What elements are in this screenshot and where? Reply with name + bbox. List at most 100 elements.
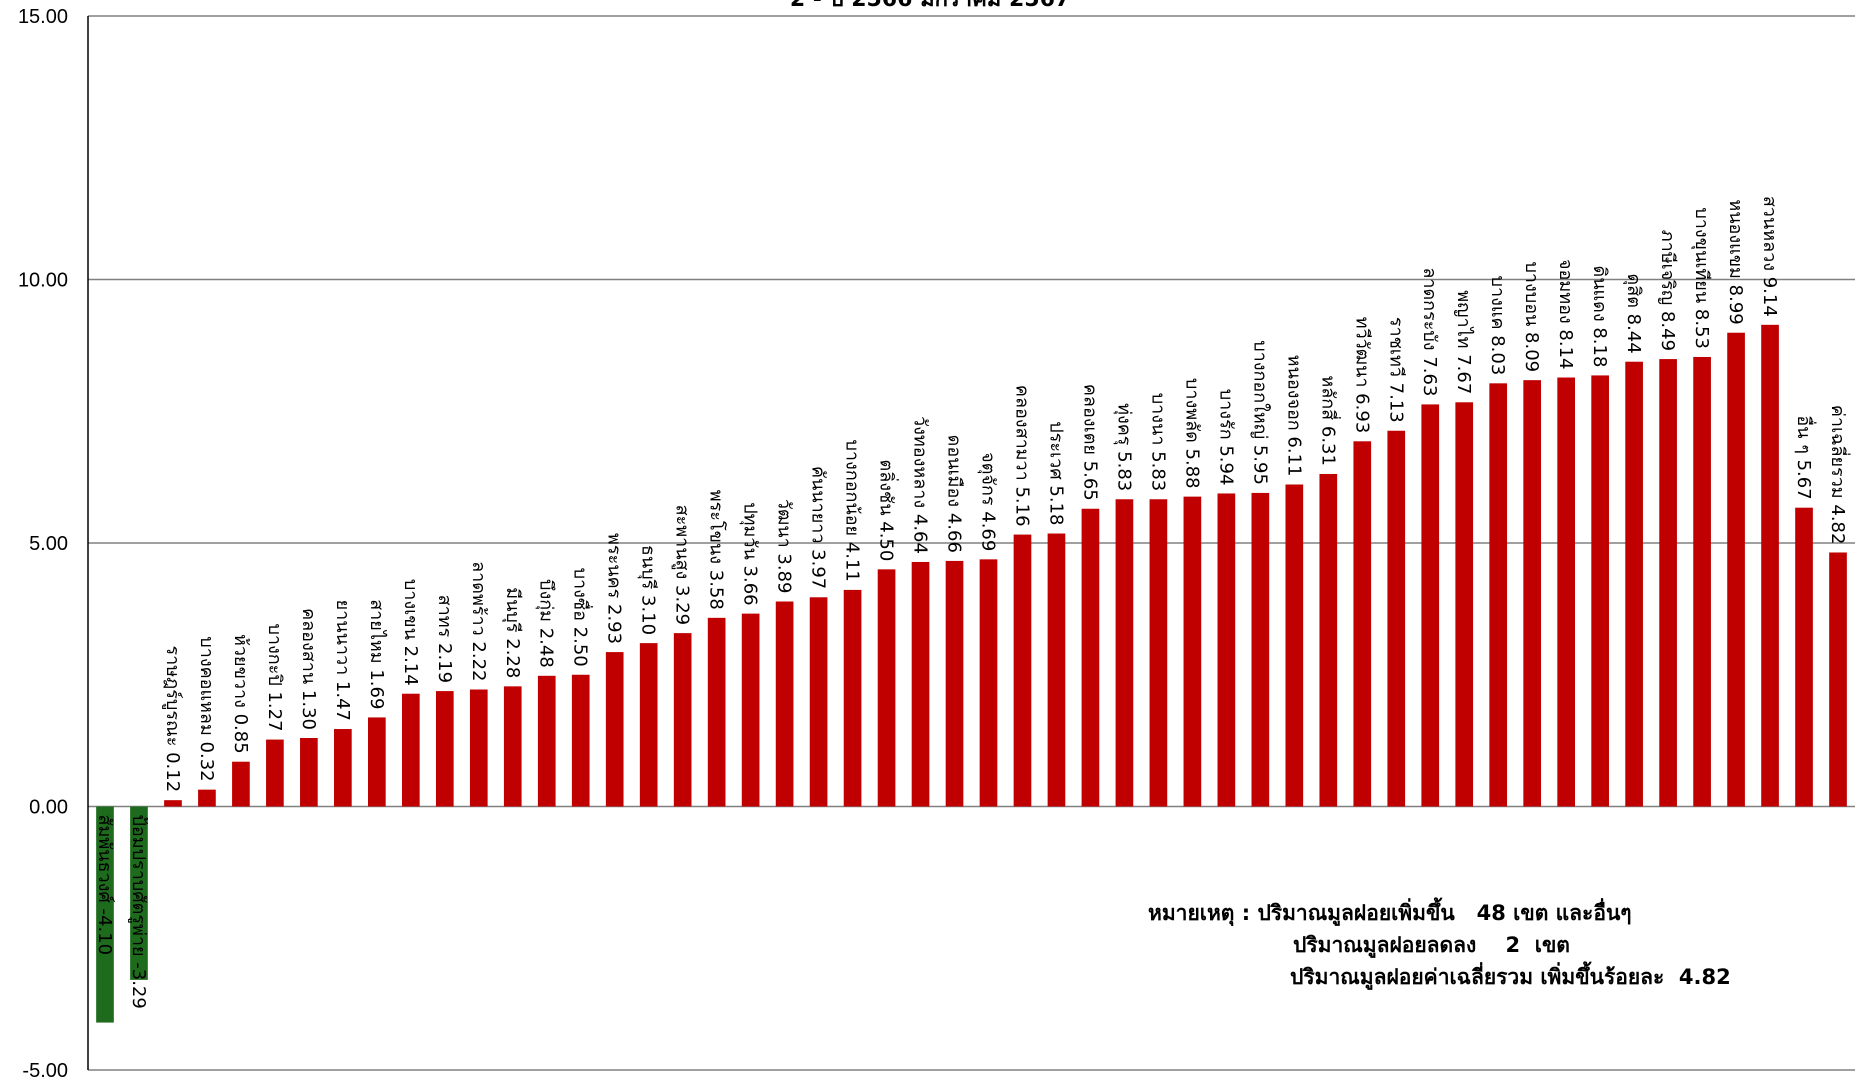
bar-data-label: สวนหลวง 9.14 (1759, 196, 1780, 317)
bar-data-label: พระโขนง 3.58 (706, 490, 728, 610)
bar-data-label: ปทุมวัน 3.66 (740, 502, 761, 605)
bar (843, 589, 862, 807)
bar-data-label: ค่าเฉลี่ยรวม 4.82 (1827, 405, 1851, 545)
bar-data-label: บางแค 8.03 (1487, 276, 1508, 376)
bar (1081, 508, 1100, 807)
bar (605, 652, 624, 807)
bar (1557, 377, 1575, 807)
bar-data-label: ธนบุรี 3.10 (638, 545, 659, 635)
bar (1183, 496, 1202, 807)
y-tick-label: 5.00 (29, 533, 68, 555)
bar (334, 729, 352, 807)
note-line-2: ปริมาณมูลฝอยลดลง 2 เขต (1293, 933, 1570, 957)
bar (775, 601, 794, 807)
bar-data-label: บางกะปิ 1.27 (264, 623, 285, 731)
bar-data-label: สาทร 2.19 (434, 595, 455, 683)
bar (1115, 499, 1134, 807)
bar (1353, 441, 1372, 807)
bar-data-label: ดุสิต 8.44 (1623, 274, 1644, 354)
bar (198, 789, 216, 807)
bar-data-label: คลองเตย 5.65 (1079, 384, 1100, 501)
bar (1727, 332, 1745, 807)
bar (130, 806, 148, 980)
bar (1625, 361, 1643, 807)
bar-data-label: คันนายาว 3.97 (808, 466, 829, 589)
bar (809, 597, 828, 807)
bar-data-label: บางรัก 5.94 (1215, 389, 1236, 486)
bar (1421, 404, 1440, 807)
y-axis: -5.00 0.00 5.00 10.00 15.00 (18, 6, 89, 1082)
y-tick-label: -5.00 (22, 1060, 68, 1082)
bar-data-label: วัฒนา 3.89 (774, 499, 795, 594)
bar-data-label: บางคอแหลม 0.32 (196, 636, 217, 781)
bar-data-label: ราษฎร์บูรณะ 0.12 (162, 646, 183, 793)
bar (537, 675, 556, 807)
bar (911, 561, 930, 807)
bar-labels: สัมพันธวงศ์ -4.10 ป้อมปราบศัตรูพ่าย -3.29… (94, 196, 1851, 1009)
bars (96, 324, 1847, 1023)
bar (1013, 534, 1032, 807)
bar (571, 674, 590, 807)
bar-data-label: วังทองหลาง 4.64 (910, 416, 931, 554)
bar-data-label: สายไหม 1.69 (366, 599, 388, 709)
bar-data-label: หนองแขม 8.99 (1725, 199, 1746, 324)
bar-data-label: ดินแดง 8.18 (1589, 266, 1610, 368)
bar (1047, 533, 1066, 807)
bar (164, 800, 182, 807)
bar-data-label: บางขุนเทียน 8.53 (1691, 207, 1712, 349)
bar (1217, 493, 1236, 807)
bar-data-label: บางเขน 2.14 (400, 579, 421, 686)
bar (232, 761, 250, 807)
bar (1149, 499, 1168, 807)
bar-data-label: ภาษีเจริญ 8.49 (1657, 230, 1678, 351)
bar-data-label: ราชเทวี 7.13 (1385, 317, 1406, 423)
bar (401, 693, 420, 807)
bar (1251, 492, 1270, 807)
bar-data-label: บางบอน 8.09 (1521, 261, 1542, 372)
bar-data-label: บางกอกน้อย 4.11 (842, 439, 863, 581)
bar-data-label: จอมทอง 8.14 (1555, 259, 1576, 370)
bar-data-label: บางนา 5.83 (1147, 393, 1168, 492)
bar-data-label: คลองสาน 1.30 (298, 608, 319, 730)
bar (368, 717, 386, 807)
bar-data-label: ดอนเมือง 4.66 (944, 435, 965, 553)
bar-data-label: จตุจักร 4.69 (977, 452, 998, 551)
note-line-1: หมายเหตุ : ปริมาณมูลฝอยเพิ่มขึ้น 48 เขต … (1148, 901, 1632, 925)
bar (96, 806, 114, 1023)
bar (1387, 430, 1406, 807)
bar-data-label: พระนคร 2.93 (604, 533, 625, 644)
bar (673, 633, 692, 807)
bar-data-label: หลักสี่ 6.31 (1317, 375, 1341, 466)
bar-data-label: พญาไท 7.67 (1453, 290, 1475, 394)
y-tick-label: 15.00 (18, 6, 68, 28)
bar-data-label: สัมพันธวงศ์ -4.10 (94, 815, 115, 956)
bar-data-label: บึงกุ่ม 2.48 (536, 579, 557, 668)
chart-title: 2 - ปี 2566 มกราคม 2567 (790, 0, 1070, 12)
bar (979, 559, 998, 807)
bar-data-label: บางซื่อ 2.50 (570, 568, 594, 667)
bar (741, 613, 760, 807)
bar-data-label: ห้วยขวาง 0.85 (230, 634, 251, 754)
bar (1489, 383, 1508, 807)
bar-data-label: อื่น ๆ 5.67 (1793, 415, 1817, 499)
bar (435, 691, 454, 807)
bar (1761, 324, 1779, 807)
bar (1795, 507, 1813, 807)
y-tick-label: 10.00 (18, 270, 68, 292)
bar-data-label: ประเวศ 5.18 (1045, 421, 1066, 525)
bar (1455, 402, 1474, 807)
bar-data-label: บางกอกใหญ่ 5.95 (1249, 340, 1271, 485)
bar-data-label: ลาดพร้าว 2.22 (468, 561, 489, 681)
bar (1829, 552, 1847, 807)
bar-data-label: มีนบุรี 2.28 (502, 587, 523, 678)
bar (1591, 375, 1609, 807)
bar (1523, 380, 1542, 807)
bar (639, 643, 658, 807)
bar-data-label: ป้อมปราบศัตรูพ่าย -3.29 (128, 815, 149, 1009)
note-line-3: ปริมาณมูลฝอยค่าเฉลี่ยรวม เพิ่มขึ้นร้อยละ… (1290, 965, 1731, 989)
bar-data-label: ทุ่งครุ 5.83 (1113, 403, 1134, 491)
bar (469, 689, 488, 807)
bar (707, 617, 726, 807)
bar (266, 739, 284, 807)
